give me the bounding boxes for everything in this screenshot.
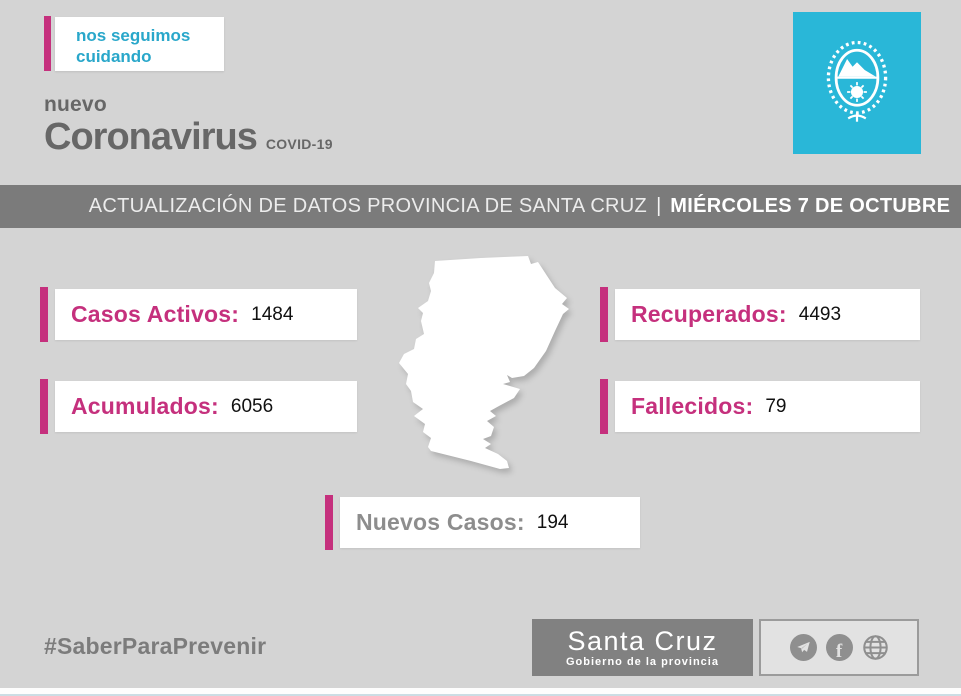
- stat-bar-casos-activos: [40, 287, 48, 342]
- ribbon-line2: cuidando: [76, 47, 152, 66]
- stat-label: Fallecidos:: [631, 393, 754, 419]
- gov-subtitle: Gobierno de la provincia: [566, 656, 719, 668]
- stat-label: Acumulados:: [71, 393, 219, 419]
- telegram-icon[interactable]: [789, 634, 817, 661]
- stat-fallecidos: Fallecidos: 79: [615, 381, 920, 432]
- stat-value: 194: [536, 511, 569, 533]
- stat-nuevos-casos: Nuevos Casos: 194: [340, 497, 640, 548]
- stat-value: 79: [765, 395, 787, 417]
- page-title: Coronavirus: [44, 116, 258, 158]
- title-kicker: nuevo: [44, 93, 107, 116]
- hashtag: #SaberParaPrevenir: [44, 633, 267, 659]
- stat-label: Nuevos Casos:: [356, 509, 525, 535]
- stat-bar-acumulados: [40, 379, 48, 434]
- ribbon-line1: nos seguimos: [76, 26, 191, 45]
- emblem-tile: [793, 12, 921, 154]
- stat-value: 4493: [798, 303, 842, 325]
- stat-label: Recuperados:: [631, 301, 787, 327]
- stat-label: Casos Activos:: [71, 301, 240, 327]
- stat-bar-recuperados: [600, 287, 608, 342]
- ribbon-accent-bar: [44, 16, 51, 71]
- banner-title: ACTUALIZACIÓN DE DATOS PROVINCIA DE SANT…: [88, 195, 648, 217]
- stat-bar-nuevos-casos: [325, 495, 333, 550]
- web-globe-icon[interactable]: [862, 634, 889, 661]
- santa-cruz-map: [381, 251, 601, 481]
- ribbon-box: nos seguimos cuidando: [55, 17, 224, 71]
- bottom-edge-strip: [0, 688, 961, 696]
- social-links-box: f: [759, 619, 919, 676]
- page-title-suffix: COVID-19: [265, 136, 333, 152]
- santa-cruz-coat-of-arms-icon: [824, 35, 890, 132]
- gov-title: Santa Cruz: [567, 626, 718, 656]
- stat-bar-fallecidos: [600, 379, 608, 434]
- title-block: nuevo Coronavirus COVID-19: [44, 93, 333, 158]
- stat-value: 1484: [251, 303, 294, 325]
- stat-value: 6056: [230, 395, 274, 417]
- facebook-icon[interactable]: f: [825, 634, 853, 661]
- government-logo-box: Santa Cruz Gobierno de la provincia: [532, 619, 753, 676]
- stat-casos-activos: Casos Activos: 1484: [55, 289, 357, 340]
- stat-recuperados: Recuperados: 4493: [615, 289, 920, 340]
- update-banner: ACTUALIZACIÓN DE DATOS PROVINCIA DE SANT…: [0, 185, 961, 228]
- banner-date: MIÉRCOLES 7 DE OCTUBRE: [670, 195, 951, 217]
- banner-separator: |: [656, 195, 662, 217]
- stat-acumulados: Acumulados: 6056: [55, 381, 357, 432]
